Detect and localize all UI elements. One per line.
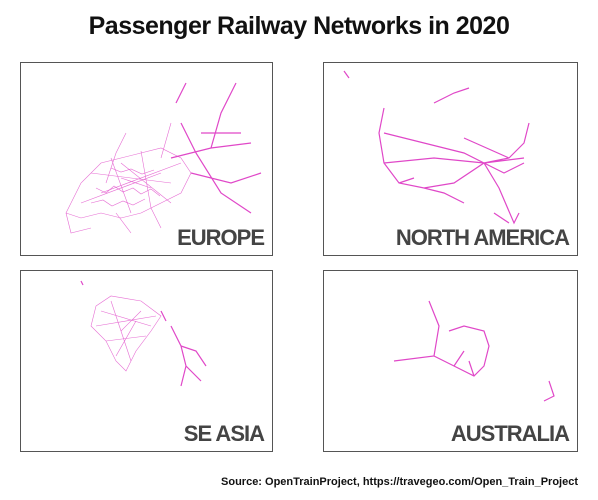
rail-map <box>80 280 207 387</box>
panel-label: EUROPE <box>177 225 265 250</box>
rail-map <box>65 82 262 234</box>
panel: NORTH AMERICA <box>323 62 578 256</box>
title: Passenger Railway Networks in 2020 <box>88 12 510 40</box>
panel-label: SE ASIA <box>183 421 265 446</box>
panel: SE ASIA <box>20 270 273 452</box>
source-note: Source: OpenTrainProject, https://traveg… <box>221 476 578 488</box>
panel: AUSTRALIA <box>323 270 578 452</box>
panel-label: AUSTRALIA <box>450 421 570 446</box>
rail-map <box>343 70 530 225</box>
panel: EUROPE <box>20 62 273 256</box>
panel-label: NORTH AMERICA <box>395 225 570 250</box>
rail-map <box>393 300 555 402</box>
